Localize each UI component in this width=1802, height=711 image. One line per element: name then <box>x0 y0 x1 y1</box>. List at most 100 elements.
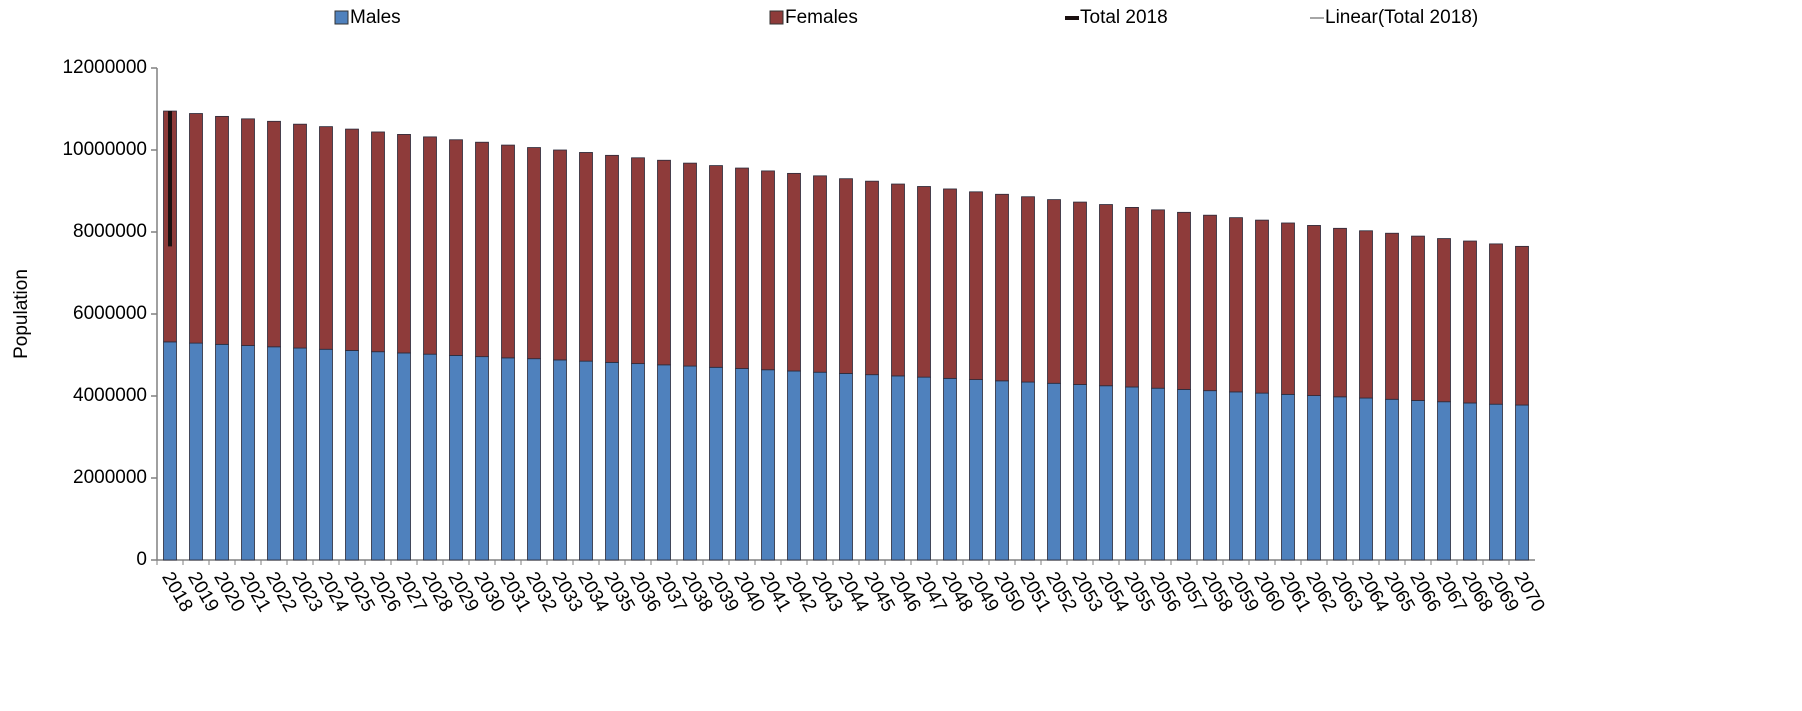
y-tick-label: 10000000 <box>62 139 147 160</box>
bar <box>891 375 905 561</box>
bar <box>1099 385 1113 561</box>
bar <box>969 191 983 381</box>
bar <box>527 358 541 561</box>
bar <box>761 369 775 561</box>
bar <box>1281 222 1295 395</box>
bar <box>995 193 1009 382</box>
bar <box>1255 392 1269 561</box>
bar <box>501 144 515 359</box>
bar <box>1437 238 1451 403</box>
bar <box>605 154 619 363</box>
bar <box>1307 225 1321 396</box>
bar <box>501 357 515 561</box>
bar <box>1411 235 1425 401</box>
bar <box>787 370 801 561</box>
bar <box>1151 387 1165 561</box>
bar <box>1515 245 1529 406</box>
bar <box>371 351 385 561</box>
bar <box>397 352 411 561</box>
bar <box>371 131 385 353</box>
bar <box>1073 384 1087 561</box>
bar <box>839 178 853 374</box>
bar <box>1125 206 1139 388</box>
bar <box>267 120 281 348</box>
bar <box>267 346 281 561</box>
bar <box>683 365 697 561</box>
bar <box>345 128 359 351</box>
bar <box>345 350 359 561</box>
bar <box>293 123 307 349</box>
bar <box>761 170 775 371</box>
bar <box>579 360 593 561</box>
legend-label: Males <box>350 7 401 28</box>
bar <box>475 141 489 358</box>
bar <box>1229 217 1243 393</box>
bar <box>1281 393 1295 561</box>
legend-label: Females <box>785 7 858 28</box>
bar <box>215 115 229 345</box>
bar <box>553 359 567 561</box>
bar <box>1385 398 1399 561</box>
bar <box>943 188 957 379</box>
bar <box>1151 209 1165 389</box>
bar <box>1203 214 1217 392</box>
bar <box>1021 196 1035 383</box>
bar <box>397 134 411 354</box>
bar <box>657 159 671 366</box>
bar <box>475 356 489 561</box>
bar <box>1359 230 1373 399</box>
bar <box>1229 391 1243 561</box>
bar <box>683 162 697 367</box>
bar <box>1307 395 1321 561</box>
bar <box>813 371 827 561</box>
bar <box>709 165 723 368</box>
bar <box>293 347 307 561</box>
bar <box>917 186 931 378</box>
bar <box>1489 403 1503 561</box>
bar <box>241 345 255 561</box>
bar <box>865 374 879 561</box>
bar <box>1047 382 1061 561</box>
bar <box>1255 219 1269 394</box>
bar <box>969 379 983 561</box>
bar <box>657 364 671 561</box>
bar <box>1463 402 1477 561</box>
y-tick-label: 8000000 <box>73 221 147 242</box>
bar <box>735 368 749 561</box>
bar <box>1073 201 1087 385</box>
bar <box>1203 390 1217 561</box>
bar <box>631 363 645 561</box>
bar <box>319 126 333 350</box>
bar <box>1021 381 1035 561</box>
legend-label: Linear(Total 2018) <box>1325 7 1478 28</box>
bar <box>189 113 203 344</box>
bar <box>891 183 905 377</box>
y-tick-label: 12000000 <box>62 57 147 78</box>
bar <box>553 149 567 361</box>
bar <box>1437 401 1451 561</box>
bar <box>1463 240 1477 404</box>
bar <box>1333 227 1347 398</box>
y-axis-label: Population <box>11 269 32 359</box>
bar <box>527 147 541 360</box>
y-tick-label: 2000000 <box>73 467 147 488</box>
bar <box>215 343 229 561</box>
bar <box>1333 396 1347 561</box>
y-tick-label: 6000000 <box>73 303 147 324</box>
bar <box>449 355 463 561</box>
bar <box>943 377 957 561</box>
bar <box>1047 199 1061 384</box>
bar <box>579 152 593 362</box>
bar <box>189 342 203 561</box>
bar <box>995 380 1009 561</box>
bar <box>1099 204 1113 387</box>
bar <box>709 366 723 561</box>
bar <box>319 348 333 561</box>
bar <box>605 361 619 561</box>
bar <box>1125 386 1139 561</box>
bar <box>1385 232 1399 400</box>
legend-label: Total 2018 <box>1080 7 1168 28</box>
bar <box>1515 404 1529 561</box>
bar <box>163 341 177 561</box>
